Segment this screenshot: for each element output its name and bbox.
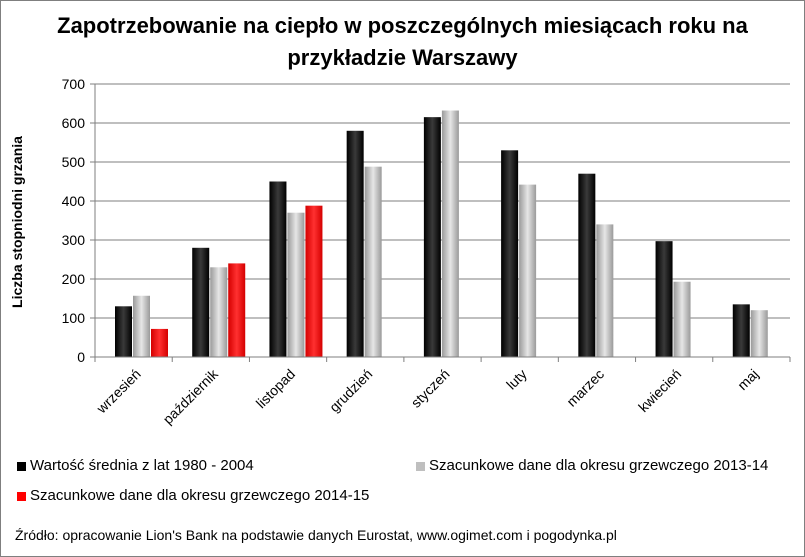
x-category-label: wrzesień	[93, 366, 144, 417]
bar-series1	[115, 306, 132, 357]
legend-swatch-black	[17, 461, 26, 471]
bar-series1	[423, 117, 441, 358]
y-axis-label: Liczba stopniodni grzania	[9, 136, 25, 308]
x-category-label: październik	[160, 365, 222, 427]
y-tick-label: 200	[62, 271, 86, 287]
bar-series2	[133, 295, 150, 357]
bar-series2	[673, 281, 691, 357]
x-category-label: kwiecień	[635, 366, 684, 415]
bar-series1	[269, 181, 287, 357]
bar-series2	[287, 212, 305, 357]
x-category-label: styczeń	[408, 366, 453, 411]
bar-series3	[228, 263, 246, 357]
legend-item-series1: Wartość średnia z lat 1980 - 2004	[17, 457, 254, 474]
legend-label-series1: Wartość średnia z lat 1980 - 2004	[30, 457, 254, 474]
bar-series2	[210, 267, 228, 357]
bar-series2	[519, 184, 537, 357]
legend-swatch-gray	[416, 461, 425, 471]
x-category-label: grudzień	[326, 366, 375, 415]
chart-title-line2: przykładzie Warszawy	[287, 45, 518, 70]
x-category-label: listopad	[253, 366, 298, 411]
bar-series1	[192, 247, 210, 357]
y-tick-label: 100	[62, 310, 86, 326]
legend-swatch-red	[17, 491, 26, 501]
y-tick-label: 0	[77, 349, 85, 365]
bar-series1	[732, 304, 750, 357]
source-note: Źródło: opracowanie Lion's Bank na podst…	[15, 527, 617, 543]
chart-title-line1: Zapotrzebowanie na ciepło w poszczególny…	[57, 13, 748, 38]
y-tick-label: 400	[62, 193, 86, 209]
y-tick-label: 700	[62, 76, 86, 92]
x-category-label: luty	[503, 366, 530, 393]
bar-series1	[346, 130, 364, 357]
bar-series3	[151, 328, 168, 357]
bar-series2	[364, 166, 382, 357]
bar-series2	[596, 224, 614, 357]
bar-series1	[655, 241, 673, 357]
bar-series1	[578, 173, 596, 357]
y-tick-label: 600	[62, 115, 86, 131]
y-tick-label: 500	[62, 154, 86, 170]
y-tick-label: 300	[62, 232, 86, 248]
legend-item-series3: Szacunkowe dane dla okresu grzewczego 20…	[17, 487, 369, 504]
bar-series2	[441, 110, 459, 358]
legend-label-series2: Szacunkowe dane dla okresu grzewczego 20…	[429, 457, 769, 474]
bar-series3	[305, 205, 323, 357]
x-category-label: maj	[734, 366, 761, 393]
bar-series1	[501, 150, 519, 357]
bar-series2	[750, 310, 768, 357]
x-category-label: marzec	[563, 366, 607, 410]
chart-title: Zapotrzebowanie na ciepło w poszczególny…	[0, 10, 805, 74]
legend-item-series2: Szacunkowe dane dla okresu grzewczego 20…	[416, 457, 768, 474]
legend-label-series3: Szacunkowe dane dla okresu grzewczego 20…	[30, 487, 370, 504]
